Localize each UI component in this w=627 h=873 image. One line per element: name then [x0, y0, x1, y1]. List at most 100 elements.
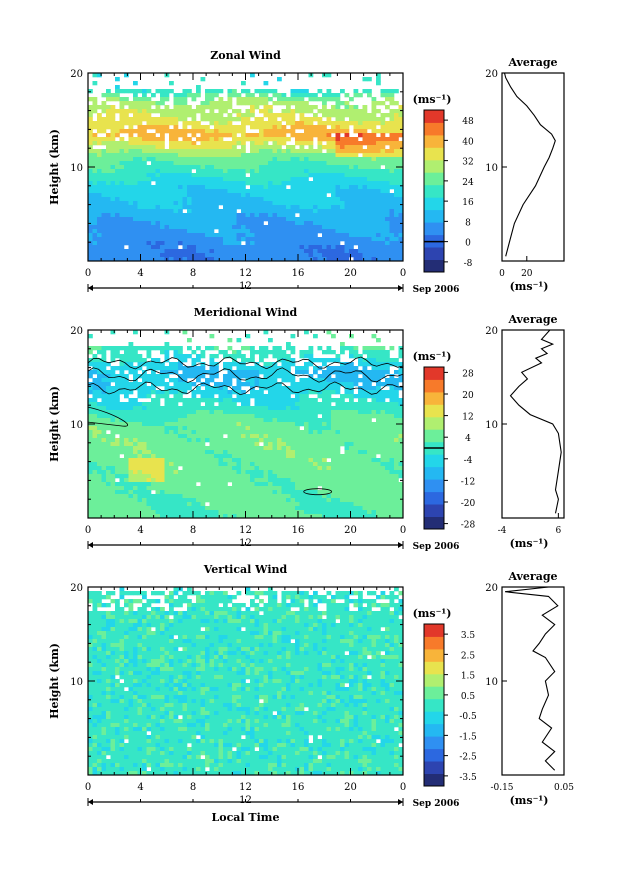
heatmap-cell — [196, 434, 201, 439]
heatmap-cell — [272, 402, 278, 407]
heatmap-cell — [178, 185, 183, 190]
heatmap-cell — [250, 213, 255, 218]
heatmap-cell — [137, 402, 143, 407]
heatmap-cell — [313, 217, 318, 222]
heatmap-cell — [214, 197, 219, 202]
heatmap-cell — [245, 213, 251, 218]
heatmap-cell — [259, 185, 264, 190]
heatmap-cell — [236, 225, 242, 230]
heatmap-cell — [151, 346, 156, 351]
heatmap-cell — [232, 109, 237, 114]
heatmap-cell — [178, 257, 183, 262]
heatmap-cell — [227, 213, 233, 218]
heatmap-cell — [277, 77, 282, 82]
heatmap-cell — [322, 209, 327, 214]
heatmap-cell — [178, 217, 183, 222]
heatmap-cell — [286, 237, 291, 242]
heatmap-cell — [128, 205, 134, 210]
heatmap-cell — [263, 410, 269, 415]
heatmap-cell — [196, 205, 201, 210]
heatmap-cell — [299, 253, 305, 258]
heatmap-cell — [209, 89, 215, 94]
heatmap-cell — [272, 374, 278, 379]
heatmap-cell — [250, 97, 255, 102]
heatmap-cell — [182, 474, 188, 479]
heatmap-cell — [308, 161, 314, 166]
heatmap-cell — [335, 133, 341, 138]
heatmap-cell — [115, 398, 120, 403]
heatmap-cell — [326, 249, 332, 254]
heatmap-cell — [290, 249, 296, 254]
heatmap-cell — [371, 366, 377, 371]
heatmap-cell — [101, 414, 107, 419]
heatmap-cell — [272, 245, 278, 250]
heatmap-cell — [250, 165, 255, 170]
heatmap-cell — [371, 237, 377, 242]
heatmap-cell — [385, 253, 390, 258]
heatmap-cell — [295, 137, 300, 142]
heatmap-cell — [380, 450, 386, 455]
heatmap-cell — [218, 105, 224, 110]
heatmap-cell — [227, 422, 233, 427]
heatmap-cell — [241, 185, 246, 190]
heatmap-cell — [272, 201, 278, 206]
heatmap-cell — [376, 189, 381, 194]
heatmap-cell — [322, 241, 327, 246]
heatmap-cell — [268, 181, 273, 186]
average-frame — [501, 72, 565, 262]
heatmap-cell — [173, 362, 179, 367]
heatmap-cell — [394, 386, 399, 391]
heatmap-cell — [227, 225, 233, 230]
heatmap-cell — [101, 434, 107, 439]
heatmap-cell — [308, 133, 314, 138]
heatmap-cell — [200, 233, 206, 238]
heatmap-cell — [164, 181, 170, 186]
heatmap-cell — [304, 350, 309, 355]
heatmap-cell — [335, 249, 341, 254]
heatmap-cell — [169, 137, 174, 142]
heatmap-cell — [115, 93, 120, 98]
heatmap-cell — [182, 221, 188, 226]
heatmap-cell — [88, 446, 93, 451]
heatmap-cell — [371, 189, 377, 194]
heatmap-cell — [317, 438, 323, 443]
heatmap-cell — [398, 225, 404, 230]
heatmap-cell — [299, 229, 305, 234]
heatmap-cell — [151, 374, 156, 379]
heatmap-cell — [299, 370, 305, 375]
heatmap-cell — [245, 358, 251, 363]
heatmap-cell — [128, 418, 134, 423]
heatmap-cell — [137, 165, 143, 170]
heatmap-cell — [160, 245, 165, 250]
heatmap-cell — [281, 225, 287, 230]
heatmap-cell — [200, 470, 206, 475]
heatmap-cell — [259, 346, 264, 351]
heatmap-cell — [178, 426, 183, 431]
heatmap-cell — [92, 181, 98, 186]
heatmap-cell — [133, 374, 138, 379]
heatmap-cell — [317, 442, 323, 447]
heatmap-cell — [124, 430, 129, 435]
heatmap-cell — [259, 257, 264, 262]
heatmap-cell — [322, 350, 327, 355]
heatmap-cell — [299, 169, 305, 174]
heatmap-cell — [245, 89, 251, 94]
heatmap-cell — [142, 450, 147, 455]
heatmap-cell — [299, 145, 305, 150]
heatmap-cell — [259, 145, 264, 150]
heatmap-cell — [335, 201, 341, 206]
heatmap-cell — [245, 249, 251, 254]
heatmap-cell — [155, 454, 161, 459]
heatmap-cell — [227, 173, 233, 178]
heatmap-cell — [200, 101, 206, 106]
heatmap-cell — [385, 366, 390, 371]
heatmap-cell — [223, 426, 228, 431]
heatmap-cell — [358, 145, 363, 150]
heatmap-cell — [331, 177, 336, 182]
heatmap-cell — [196, 414, 201, 419]
heatmap-cell — [128, 225, 134, 230]
heatmap-cell — [299, 121, 305, 126]
heatmap-cell — [389, 438, 395, 443]
heatmap-cell — [218, 237, 224, 242]
heatmap-cell — [313, 221, 318, 226]
